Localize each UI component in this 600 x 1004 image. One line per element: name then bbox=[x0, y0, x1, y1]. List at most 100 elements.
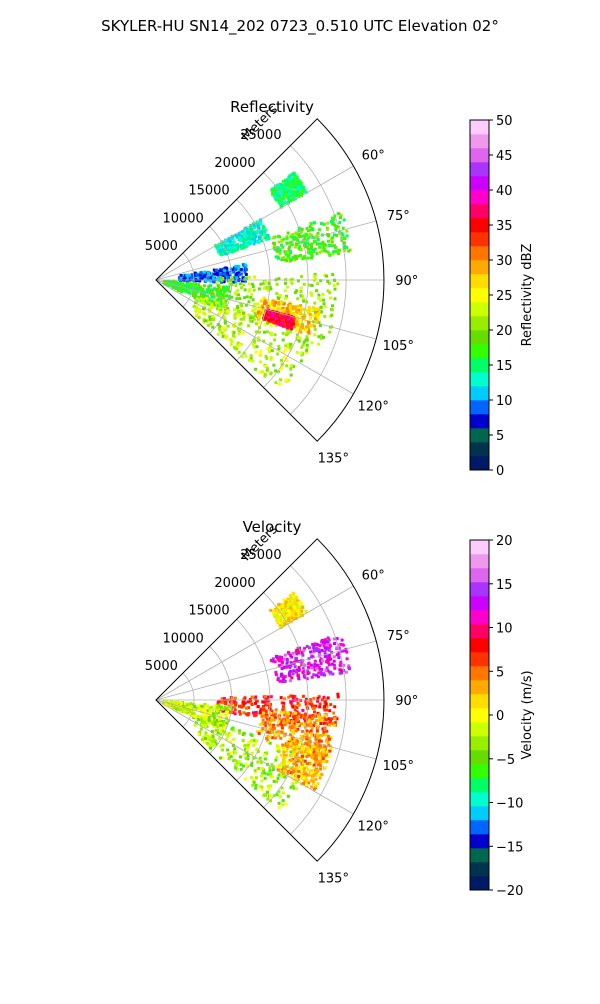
echo-cell bbox=[311, 704, 315, 708]
echo-cell bbox=[325, 750, 329, 754]
echo-cell bbox=[293, 600, 297, 604]
echo-cell bbox=[224, 698, 228, 702]
echo-cell bbox=[335, 646, 339, 650]
echo-cell bbox=[195, 299, 199, 303]
echo-cell bbox=[243, 288, 247, 292]
echo-cell bbox=[218, 306, 222, 310]
echo-cell bbox=[294, 711, 297, 715]
echo-cell bbox=[315, 735, 319, 739]
echo-cell bbox=[254, 695, 258, 699]
colorbar-tick-label: 10 bbox=[496, 622, 513, 637]
echo-cell bbox=[190, 273, 194, 277]
echo-cell bbox=[312, 696, 316, 700]
echo-cell bbox=[217, 242, 221, 246]
echo-cell bbox=[232, 246, 236, 250]
echo-cell bbox=[268, 735, 272, 739]
echo-cell bbox=[307, 247, 311, 251]
echo-cell bbox=[278, 202, 282, 205]
echo-cell bbox=[280, 622, 284, 626]
echo-cell bbox=[291, 782, 295, 786]
echo-cell bbox=[338, 671, 342, 675]
echo-cell bbox=[295, 739, 299, 743]
echo-cell bbox=[294, 781, 298, 784]
echo-cell bbox=[240, 246, 244, 250]
echo-cell bbox=[285, 320, 289, 324]
echo-cell bbox=[273, 338, 277, 342]
echo-cell bbox=[200, 704, 204, 708]
echo-cell bbox=[257, 307, 261, 311]
echo-cell bbox=[276, 676, 280, 680]
echo-cell bbox=[333, 245, 337, 249]
echo-cell bbox=[292, 669, 296, 673]
echo-cell bbox=[207, 285, 211, 289]
echo-cell bbox=[293, 305, 297, 309]
echo-cell bbox=[281, 612, 285, 616]
echo-cell bbox=[185, 711, 189, 715]
echo-cell bbox=[316, 238, 320, 241]
echo-cell bbox=[188, 291, 191, 295]
echo-cell bbox=[332, 637, 336, 641]
echo-cell bbox=[256, 730, 260, 734]
echo-cell bbox=[302, 282, 306, 286]
echo-cell bbox=[299, 765, 303, 769]
echo-cell bbox=[222, 270, 226, 274]
echo-cell bbox=[231, 334, 235, 337]
echo-cell bbox=[289, 753, 293, 757]
echo-cell bbox=[313, 247, 317, 251]
echo-cell bbox=[321, 716, 325, 720]
echo-cell bbox=[329, 746, 333, 750]
echo-cell bbox=[279, 619, 283, 623]
echo-cell bbox=[244, 273, 248, 276]
echo-cell bbox=[284, 802, 288, 806]
echo-cell bbox=[317, 773, 321, 777]
echo-cell bbox=[319, 336, 323, 340]
echo-cell bbox=[249, 314, 253, 318]
echo-cell bbox=[317, 296, 321, 300]
echo-cell bbox=[291, 699, 295, 703]
echo-cell bbox=[174, 707, 178, 710]
echo-cell bbox=[205, 725, 209, 729]
echo-cell bbox=[246, 754, 250, 758]
echo-cell bbox=[291, 232, 295, 236]
echo-cell bbox=[303, 647, 306, 651]
echo-cell bbox=[293, 177, 297, 181]
echo-cell bbox=[203, 295, 207, 299]
echo-cell bbox=[223, 709, 227, 713]
echo-cell bbox=[224, 301, 228, 305]
colorbar-segment bbox=[470, 876, 489, 891]
echo-cell bbox=[301, 662, 305, 666]
echo-cell bbox=[212, 279, 216, 283]
echo-cell bbox=[312, 250, 316, 254]
colorbar-tick-label: 20 bbox=[496, 534, 513, 549]
echo-cell bbox=[345, 650, 349, 654]
echo-cell bbox=[276, 776, 280, 780]
echo-cell bbox=[300, 323, 304, 327]
echo-cell bbox=[249, 775, 253, 779]
echo-cell bbox=[296, 673, 300, 677]
echo-cell bbox=[289, 700, 293, 704]
echo-cell bbox=[295, 314, 299, 318]
echo-cell bbox=[257, 237, 261, 241]
echo-cell bbox=[282, 773, 286, 777]
echo-cell bbox=[280, 772, 283, 776]
echo-cell bbox=[292, 786, 296, 790]
echo-cell bbox=[265, 715, 269, 719]
echo-cell bbox=[274, 381, 278, 385]
echo-cell bbox=[247, 282, 251, 286]
colorbar-segment bbox=[470, 736, 489, 751]
echo-cell bbox=[282, 302, 286, 306]
colorbar-segment bbox=[470, 274, 489, 289]
echo-cell bbox=[290, 327, 293, 331]
echo-cell bbox=[317, 671, 321, 675]
echo-cell bbox=[304, 771, 308, 775]
echo-cell bbox=[235, 235, 239, 239]
echo-cell bbox=[283, 697, 287, 701]
echo-cell bbox=[329, 244, 333, 248]
echo-cell bbox=[308, 714, 312, 718]
radial-tick-label: 25000 bbox=[240, 128, 281, 143]
echo-cell bbox=[235, 246, 239, 250]
echo-cell bbox=[279, 378, 283, 382]
echo-cell bbox=[330, 240, 334, 244]
echo-cell bbox=[275, 615, 279, 619]
echo-cell bbox=[221, 326, 225, 329]
